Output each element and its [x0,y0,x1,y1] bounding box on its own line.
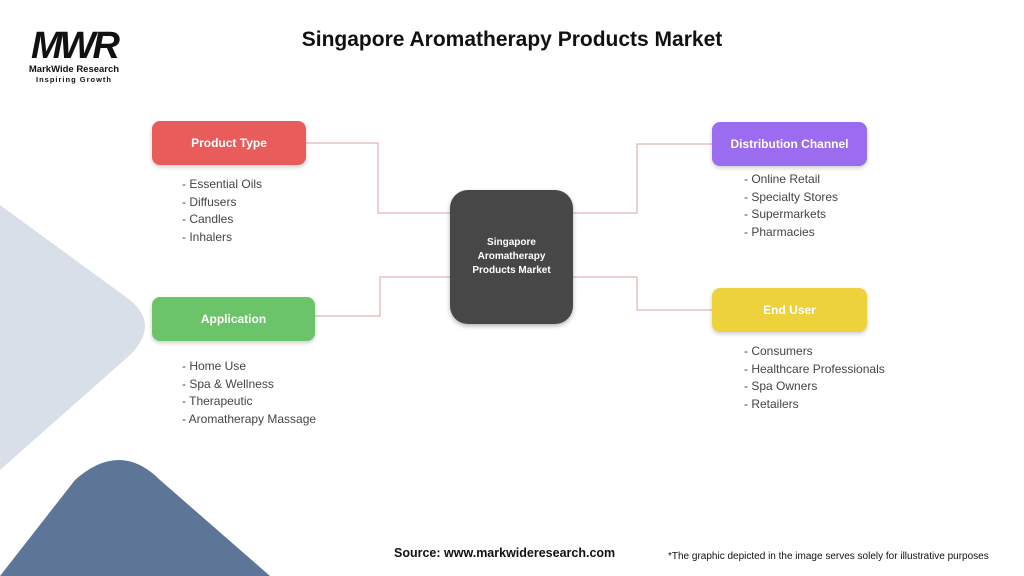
list-item: - Aromatherapy Massage [182,411,317,426]
list-product-type: - Essential Oils - Diffusers - Candles -… [182,176,262,246]
list-item: - Consumers [744,344,813,358]
list-item: - Inhalers [182,229,233,244]
disclaimer-text: *The graphic depicted in the image serve… [668,551,989,562]
center-node-label: Singapore Aromatherapy Products Market [472,237,551,276]
page-title: Singapore Aromatherapy Products Market [301,28,723,51]
decor-shape-dark [0,460,270,576]
list-item: - Specialty Stores [744,189,839,204]
center-node: Singapore Aromatherapy Products Market [450,190,573,324]
connectors [306,142,712,317]
list-item: - Online Retail [744,172,821,186]
decor-shape-light [0,205,145,470]
node-distribution-channel: Distribution Channel [712,122,867,166]
node-end-user: End User [712,288,867,332]
list-item: - Supermarkets [744,207,827,221]
list-end-user: - Consumers - Healthcare Professionals -… [744,343,885,413]
list-item: - Healthcare Professionals [744,361,885,376]
logo-mark: MWR [31,25,120,67]
node-application: Application [152,297,315,341]
list-item: - Candles [182,212,234,226]
list-application: - Home Use - Spa & Wellness - Therapeuti… [182,358,316,428]
list-item: - Home Use [182,359,247,373]
list-item: - Diffusers [182,194,237,209]
list-item: - Essential Oils [182,177,263,191]
list-item: - Therapeutic [182,394,253,408]
source-text: Source: www.markwideresearch.com [394,546,616,560]
list-distribution-channel: - Online Retail - Specialty Stores - Sup… [744,171,838,241]
list-item: - Retailers [744,396,799,411]
logo: MWR MarkWide Research Inspiring Growth [22,25,126,84]
logo-name: MarkWide Research [28,64,120,75]
list-item: - Spa Owners [744,379,818,393]
list-item: - Pharmacies [744,224,815,239]
node-product-type: Product Type [152,121,306,165]
logo-tagline: Inspiring Growth [36,75,112,84]
list-item: - Spa & Wellness [182,376,274,391]
